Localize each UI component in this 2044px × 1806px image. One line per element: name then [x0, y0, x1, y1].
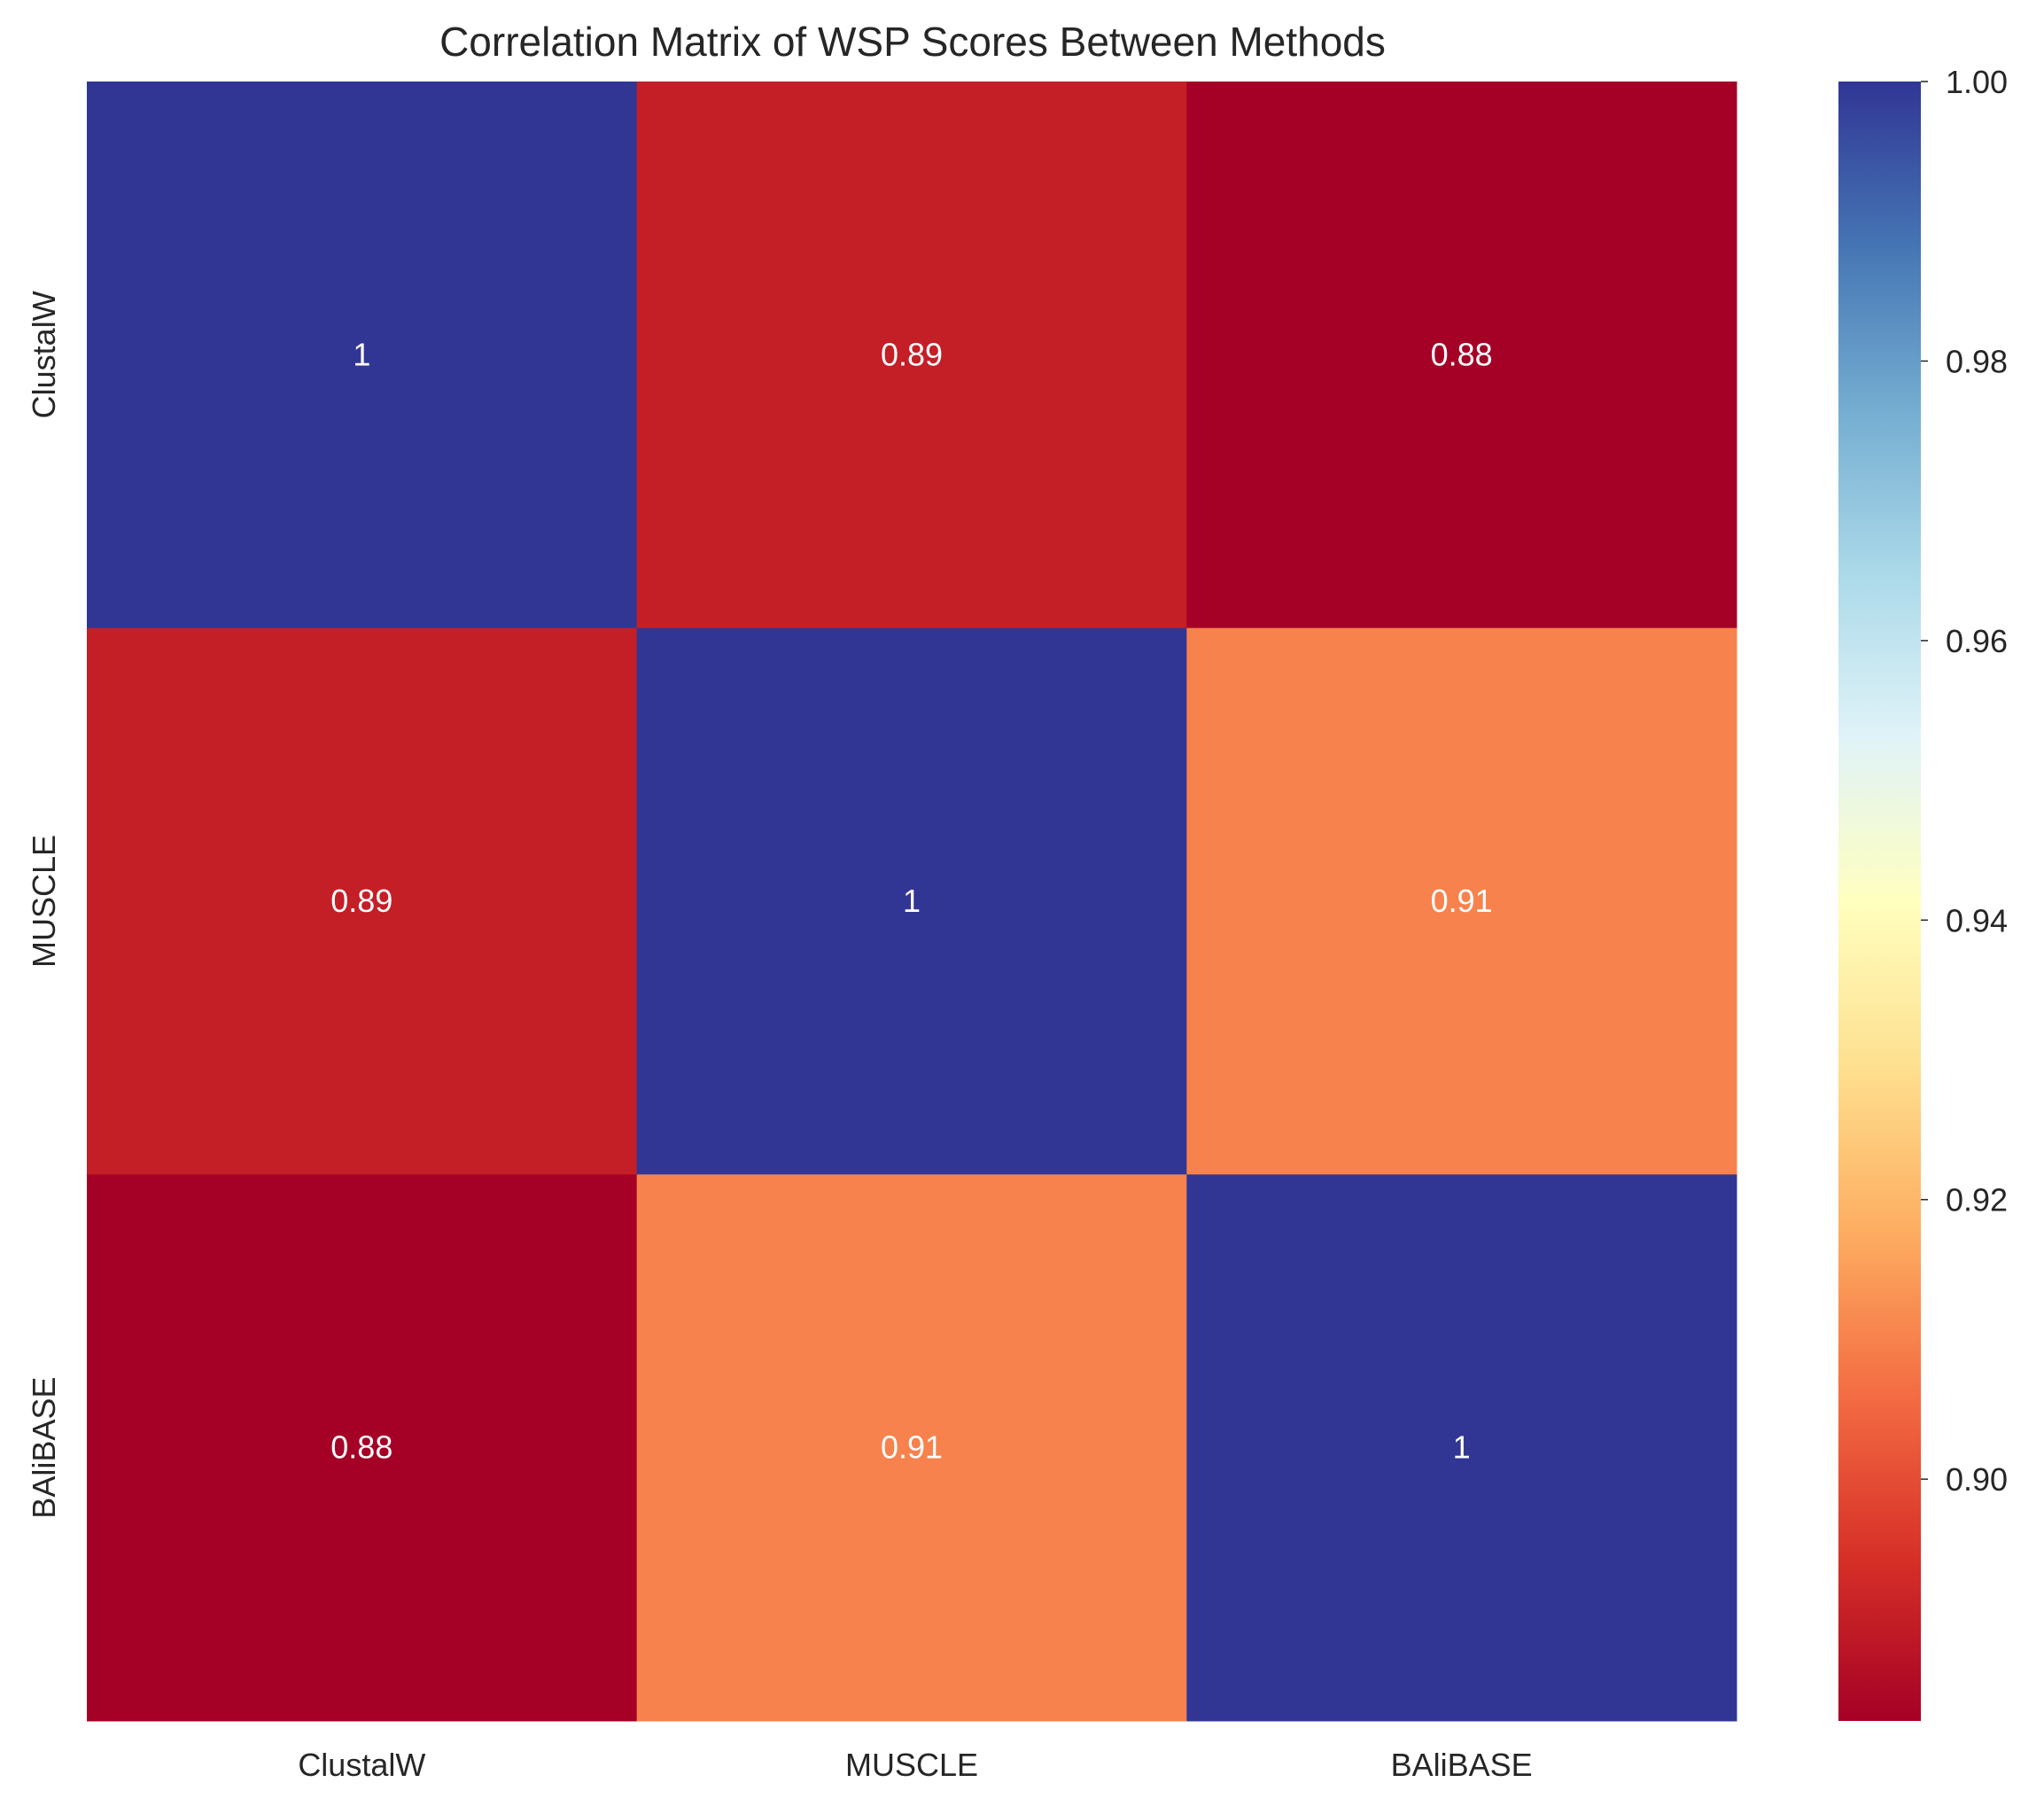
heatmap-cell-clustalw-balibase — [1186, 82, 1737, 629]
y-tick-label: BAliBASE — [26, 1377, 62, 1519]
cell-value-label: 1 — [1453, 1429, 1471, 1466]
heatmap-cells — [87, 82, 1737, 1722]
x-axis-tick-labels: ClustalW MUSCLE BAliBASE — [298, 1747, 1532, 1783]
colorbar-tick-label: 0.98 — [1946, 343, 2008, 379]
heatmap-cell-clustalw-muscle — [636, 82, 1187, 629]
heatmap-cell-balibase-balibase — [1186, 1174, 1737, 1722]
y-axis-tick-labels: ClustalW MUSCLE BAliBASE — [26, 291, 62, 1518]
cell-value-label: 0.91 — [881, 1429, 943, 1466]
colorbar — [1838, 82, 1921, 1721]
chart-title: Correlation Matrix of WSP Scores Between… — [439, 19, 1386, 65]
colorbar-tick-label: 0.90 — [1946, 1461, 2008, 1498]
x-tick-label: BAliBASE — [1391, 1747, 1533, 1783]
cell-value-label: 1 — [353, 336, 370, 372]
y-tick-label: ClustalW — [26, 291, 62, 418]
cell-value-label: 0.91 — [1431, 883, 1493, 919]
cell-value-label: 1 — [903, 883, 921, 919]
heatmap-cell-muscle-clustalw — [87, 627, 638, 1175]
x-tick-label: MUSCLE — [845, 1747, 978, 1783]
cell-value-label: 0.88 — [330, 1429, 392, 1466]
heatmap-cell-balibase-clustalw — [87, 1174, 638, 1722]
heatmap-cell-labels: 1 0.89 0.88 0.89 1 0.91 0.88 0.91 1 — [330, 336, 1492, 1465]
cell-value-label: 0.89 — [881, 336, 943, 372]
x-tick-label: ClustalW — [298, 1747, 425, 1783]
cell-value-label: 0.88 — [1431, 336, 1493, 372]
colorbar-tick-label: 0.96 — [1946, 623, 2008, 659]
cell-value-label: 0.89 — [330, 883, 392, 919]
heatmap-cell-muscle-balibase — [1186, 627, 1737, 1175]
colorbar-tick-labels: 0.90 0.92 0.94 0.96 0.98 1.00 — [1921, 64, 2008, 1498]
colorbar-tick-label: 0.94 — [1946, 902, 2008, 938]
colorbar-tick-label: 0.92 — [1946, 1182, 2008, 1218]
heatmap-cell-clustalw-clustalw — [87, 82, 638, 629]
heatmap-cell-balibase-muscle — [636, 1174, 1187, 1722]
y-tick-label: MUSCLE — [26, 835, 62, 968]
heatmap-cell-muscle-muscle — [636, 627, 1187, 1175]
colorbar-tick-label: 1.00 — [1946, 64, 2008, 100]
